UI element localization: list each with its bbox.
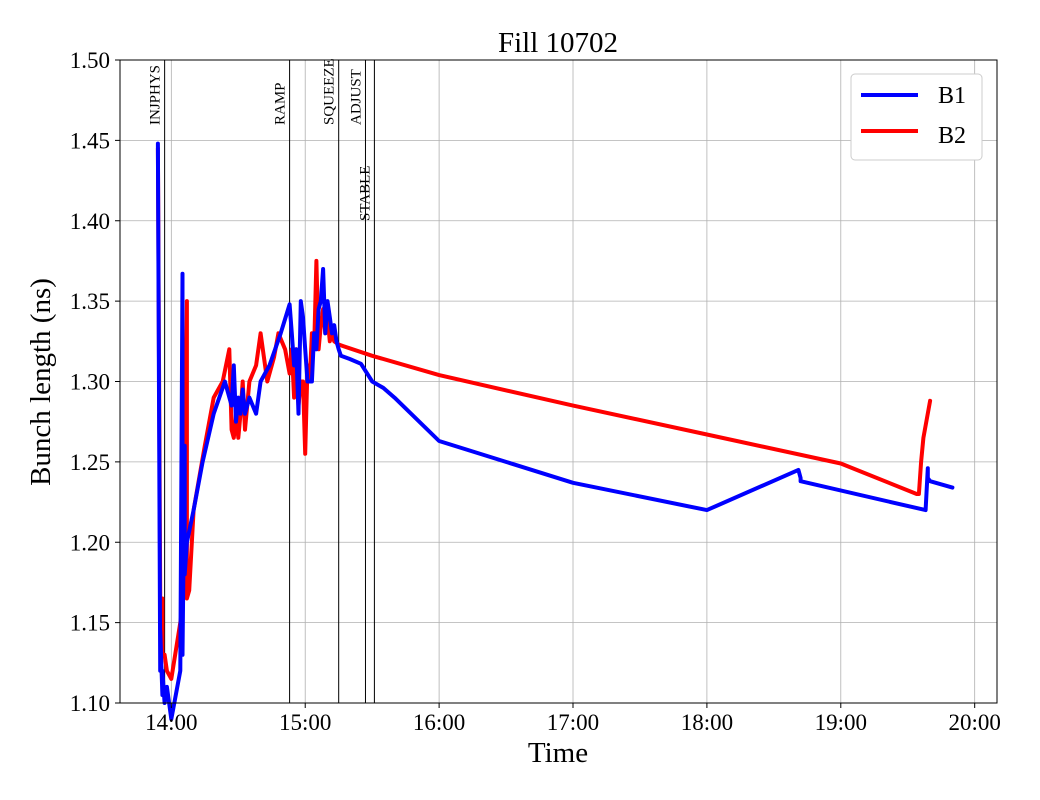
- legend: B1 B2: [850, 73, 983, 161]
- y-axis-label: Bunch length (ns): [25, 278, 57, 486]
- chart-title: Fill 10702: [498, 27, 618, 59]
- x-tick-label: 19:00: [815, 710, 867, 735]
- phase-label: SQUEEZE: [322, 58, 338, 125]
- x-axis-label: Time: [528, 737, 588, 769]
- phase-label: ADJUST: [348, 69, 364, 125]
- legend-label-b2: B2: [938, 123, 966, 149]
- legend-label-b1: B1: [938, 83, 966, 109]
- x-tick-label: 14:00: [145, 710, 197, 735]
- phase-label: INJPHYS: [148, 65, 164, 125]
- series-line-b1: [155, 141, 955, 722]
- data-series: [155, 141, 955, 722]
- x-tick-label: 17:00: [547, 710, 599, 735]
- y-tick-label: 1.35: [70, 289, 110, 314]
- y-tick-label: 1.45: [70, 128, 110, 153]
- axis-ticks: 14:00 15:00 16:00 17:00 18:00 19:00 20:00 1.10 1…: [70, 48, 1001, 735]
- y-tick-label: 1.40: [70, 209, 110, 234]
- x-tick-label: 16:00: [413, 710, 465, 735]
- y-tick-label: 1.15: [70, 611, 110, 636]
- y-tick-label: 1.25: [70, 450, 110, 475]
- y-tick-label: 1.20: [70, 530, 110, 555]
- x-tick-label: 15:00: [279, 710, 331, 735]
- y-tick-label: 1.10: [70, 691, 110, 716]
- x-tick-label: 18:00: [681, 710, 733, 735]
- phase-label: RAMP: [273, 82, 289, 125]
- x-tick-label: 20:00: [948, 710, 1000, 735]
- y-tick-label: 1.50: [70, 48, 110, 73]
- phase-label: STABLE: [357, 166, 373, 221]
- y-tick-label: 1.30: [70, 370, 110, 395]
